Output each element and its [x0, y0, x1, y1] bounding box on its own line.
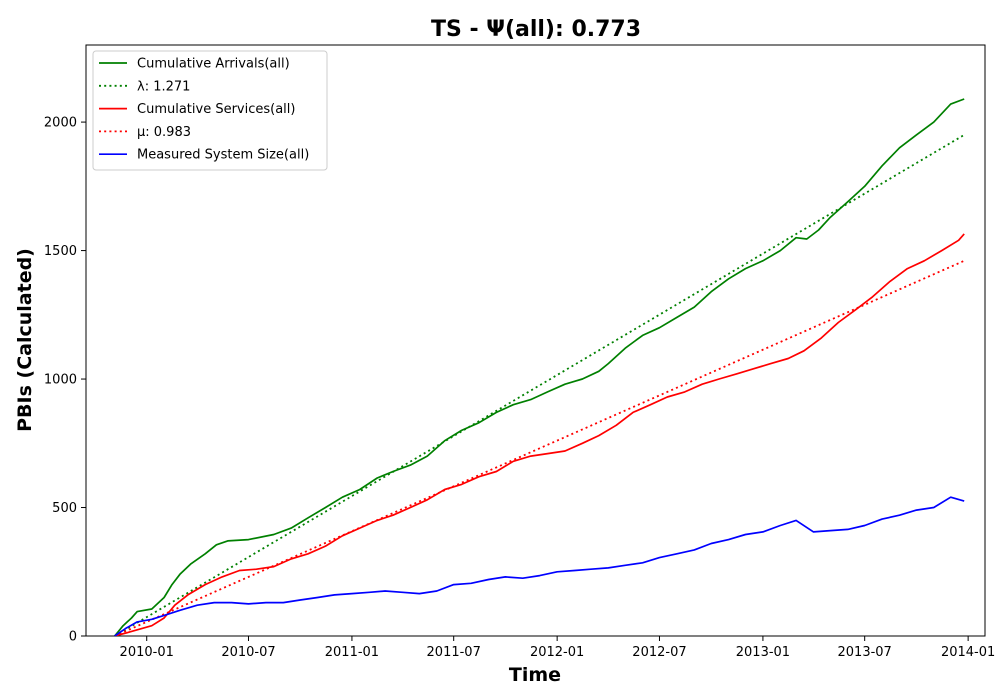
x-tick-label-4: 2012-01	[530, 645, 584, 660]
legend-label-1: λ: 1.271	[137, 79, 190, 94]
x-tick-label-1: 2010-07	[221, 645, 275, 660]
legend-label-0: Cumulative Arrivals(all)	[137, 57, 290, 72]
series-line-1	[114, 134, 965, 636]
y-tick-label-4: 2000	[44, 116, 77, 131]
y-tick-label-3: 1500	[44, 244, 77, 259]
x-tick-label-7: 2013-07	[838, 645, 892, 660]
x-tick-label-0: 2010-01	[120, 645, 174, 660]
legend-box	[92, 50, 328, 171]
y-axis-label: PBIs (Calculated)	[14, 248, 36, 432]
y-tick-label-0: 0	[69, 630, 77, 645]
legend: Cumulative Arrivals(all) λ: 1.271 Cumulati…	[92, 50, 328, 171]
series-line-2	[114, 233, 965, 636]
legend-label-3: μ: 0.983	[137, 125, 191, 140]
x-tick-label-3: 2011-07	[427, 645, 481, 660]
legend-label-2: Cumulative Services(all)	[137, 102, 295, 117]
series-line-0	[114, 98, 965, 636]
x-tick-label-6: 2013-01	[736, 645, 790, 660]
x-axis: 2010-01 2010-07 2011-01 2011-07 2012-01 2012-…	[120, 636, 995, 660]
legend-label-4: Measured System Size(all)	[137, 148, 309, 163]
y-tick-label-1: 500	[52, 501, 77, 516]
y-axis: 0 500 1000 1500 2000	[44, 116, 86, 645]
series-line-4	[114, 496, 965, 636]
plot-area	[85, 44, 986, 637]
chart-title: TS - Ψ(all): 0.773	[431, 17, 641, 42]
x-tick-label-8: 2014-01	[941, 645, 995, 660]
series-lines	[114, 98, 965, 636]
series-line-3	[114, 259, 965, 636]
x-tick-label-5: 2012-07	[632, 645, 686, 660]
x-axis-label: Time	[509, 664, 561, 686]
plot-frame	[85, 44, 986, 637]
y-tick-label-2: 1000	[44, 373, 77, 388]
x-tick-label-2: 2011-01	[325, 645, 379, 660]
